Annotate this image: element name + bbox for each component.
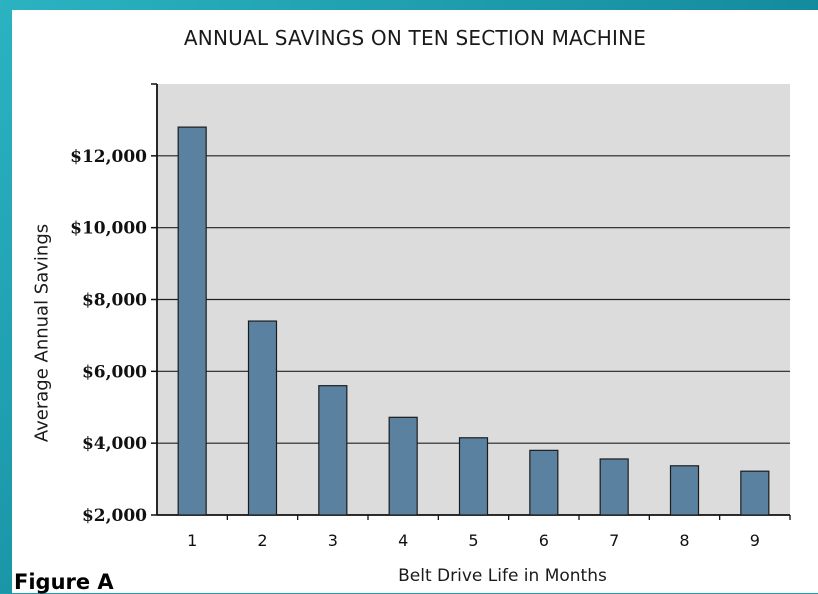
y-tick-label: $10,000 (70, 219, 147, 239)
chart-panel: ANNUAL SAVINGS ON TEN SECTION MACHINE Av… (12, 10, 818, 594)
x-tick-label: 9 (750, 531, 760, 550)
chart-title: ANNUAL SAVINGS ON TEN SECTION MACHINE (183, 26, 647, 50)
bar (318, 385, 348, 516)
y-tick-label: $12,000 (70, 147, 147, 167)
bar (599, 458, 629, 516)
x-axis-label: Belt Drive Life in Months (398, 566, 607, 586)
x-tick-label: 2 (257, 531, 267, 550)
figure-label: Figure A (14, 570, 114, 594)
bar (388, 416, 418, 516)
bar (669, 465, 700, 516)
bar (529, 449, 559, 516)
bar (177, 126, 207, 516)
y-tick-label: $6,000 (82, 362, 147, 382)
x-tick-label: 7 (609, 531, 619, 550)
x-tick-label: 5 (468, 531, 478, 550)
x-tick-label: 1 (187, 531, 197, 550)
x-tick-label: 4 (398, 531, 408, 550)
bar (247, 320, 278, 516)
bar (458, 437, 489, 516)
bar (740, 470, 770, 516)
x-tick-label: 6 (539, 531, 549, 550)
bar-chart: $2,000 $4,000 $6,000 $8,000 $10,000 $12,000 1 2… (70, 83, 791, 550)
y-tick-label: $4,000 (82, 434, 147, 454)
x-tick-label: 3 (328, 531, 338, 550)
y-tick-label: $8,000 (82, 291, 147, 311)
x-tick-label: 8 (679, 531, 689, 550)
y-tick-label: $2,000 (82, 506, 147, 526)
